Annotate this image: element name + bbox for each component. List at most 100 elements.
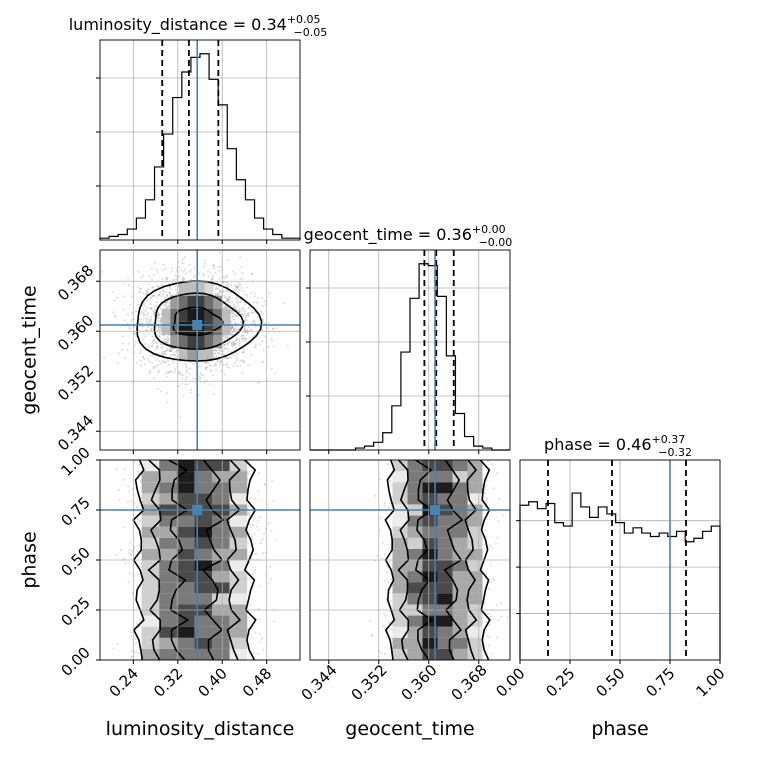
sample-point bbox=[149, 296, 152, 299]
sample-point bbox=[209, 369, 212, 372]
sample-point bbox=[212, 264, 215, 267]
sample-point bbox=[233, 342, 236, 345]
sample-point bbox=[259, 640, 262, 643]
sample-point bbox=[128, 552, 131, 555]
sample-point bbox=[170, 354, 173, 357]
sample-point bbox=[139, 318, 142, 321]
sample-point bbox=[134, 332, 137, 335]
sample-point bbox=[139, 287, 142, 290]
sample-point bbox=[126, 313, 129, 316]
sample-point bbox=[148, 275, 151, 278]
sample-point bbox=[126, 322, 129, 325]
sample-point bbox=[166, 300, 169, 303]
sample-point bbox=[224, 346, 227, 349]
sample-point bbox=[138, 618, 141, 621]
sample-point bbox=[247, 512, 250, 515]
sample-point bbox=[233, 354, 236, 357]
sample-point bbox=[246, 312, 249, 315]
sample-point bbox=[227, 301, 230, 304]
sample-point bbox=[127, 277, 130, 280]
histogram-phase: phase = 0.46+0.37 −0.32 bbox=[516, 433, 721, 661]
sample-point bbox=[220, 350, 223, 353]
sample-point bbox=[129, 303, 132, 306]
sample-point bbox=[242, 312, 245, 315]
density-cell bbox=[221, 308, 231, 322]
sample-point bbox=[246, 332, 249, 335]
sample-point bbox=[261, 319, 264, 322]
sample-point bbox=[205, 366, 208, 369]
sample-point bbox=[166, 277, 169, 280]
sample-point bbox=[160, 326, 163, 329]
sample-point bbox=[139, 519, 142, 522]
density-cell bbox=[187, 282, 197, 296]
sample-point bbox=[247, 314, 250, 317]
sample-point bbox=[129, 321, 132, 324]
sample-point bbox=[230, 327, 233, 330]
sample-point bbox=[226, 335, 229, 338]
sample-point bbox=[142, 318, 145, 321]
sample-point bbox=[153, 341, 156, 344]
sample-point bbox=[224, 277, 227, 280]
sample-point bbox=[248, 511, 251, 514]
sample-point bbox=[226, 300, 229, 303]
truth-marker bbox=[192, 320, 203, 330]
sample-point bbox=[238, 342, 241, 345]
sample-point bbox=[225, 274, 228, 277]
sample-point bbox=[244, 318, 247, 321]
sample-point bbox=[235, 328, 238, 331]
sample-point bbox=[141, 310, 144, 313]
sample-point bbox=[226, 344, 229, 347]
sample-point bbox=[222, 338, 225, 341]
sample-point bbox=[144, 343, 147, 346]
sample-point bbox=[166, 294, 169, 297]
sample-point bbox=[137, 286, 140, 289]
sample-point bbox=[229, 297, 232, 300]
sample-point bbox=[214, 293, 217, 296]
sample-point bbox=[135, 621, 138, 624]
sample-point bbox=[258, 632, 261, 635]
sample-point bbox=[218, 285, 221, 288]
sample-point bbox=[145, 289, 148, 292]
sample-point bbox=[222, 281, 225, 284]
sample-point bbox=[257, 607, 260, 610]
sample-point bbox=[263, 300, 266, 303]
sample-point bbox=[226, 357, 229, 360]
sample-point bbox=[232, 312, 235, 315]
sample-point bbox=[159, 291, 162, 294]
sample-point bbox=[185, 365, 188, 368]
sample-point bbox=[202, 265, 205, 268]
sample-point bbox=[133, 493, 136, 496]
sample-point bbox=[250, 353, 253, 356]
sample-point bbox=[161, 359, 164, 362]
sample-point bbox=[267, 346, 270, 349]
sample-point bbox=[217, 348, 220, 351]
sample-point bbox=[237, 327, 240, 330]
sample-point bbox=[211, 276, 214, 279]
sample-point bbox=[159, 390, 162, 393]
sample-point bbox=[209, 272, 212, 275]
sample-point bbox=[156, 269, 159, 272]
sample-point bbox=[247, 313, 250, 316]
sample-point bbox=[172, 294, 175, 297]
sample-point bbox=[241, 334, 244, 337]
sample-point bbox=[232, 270, 235, 273]
sample-point bbox=[180, 374, 183, 377]
sample-point bbox=[164, 305, 167, 308]
sample-point bbox=[143, 358, 146, 361]
sample-point bbox=[210, 278, 213, 281]
sample-point bbox=[260, 311, 263, 314]
sample-point bbox=[252, 320, 255, 323]
sample-point bbox=[188, 263, 191, 266]
sample-point bbox=[249, 328, 252, 331]
sample-point bbox=[197, 393, 200, 396]
sample-point bbox=[145, 319, 148, 322]
sample-point bbox=[167, 299, 170, 302]
sample-point bbox=[241, 338, 244, 341]
sample-point bbox=[151, 344, 154, 347]
sample-point bbox=[158, 313, 161, 316]
sample-point bbox=[142, 302, 145, 305]
sample-point bbox=[159, 321, 162, 324]
sample-point bbox=[222, 343, 225, 346]
sample-point bbox=[128, 549, 131, 552]
sample-point bbox=[180, 269, 183, 272]
